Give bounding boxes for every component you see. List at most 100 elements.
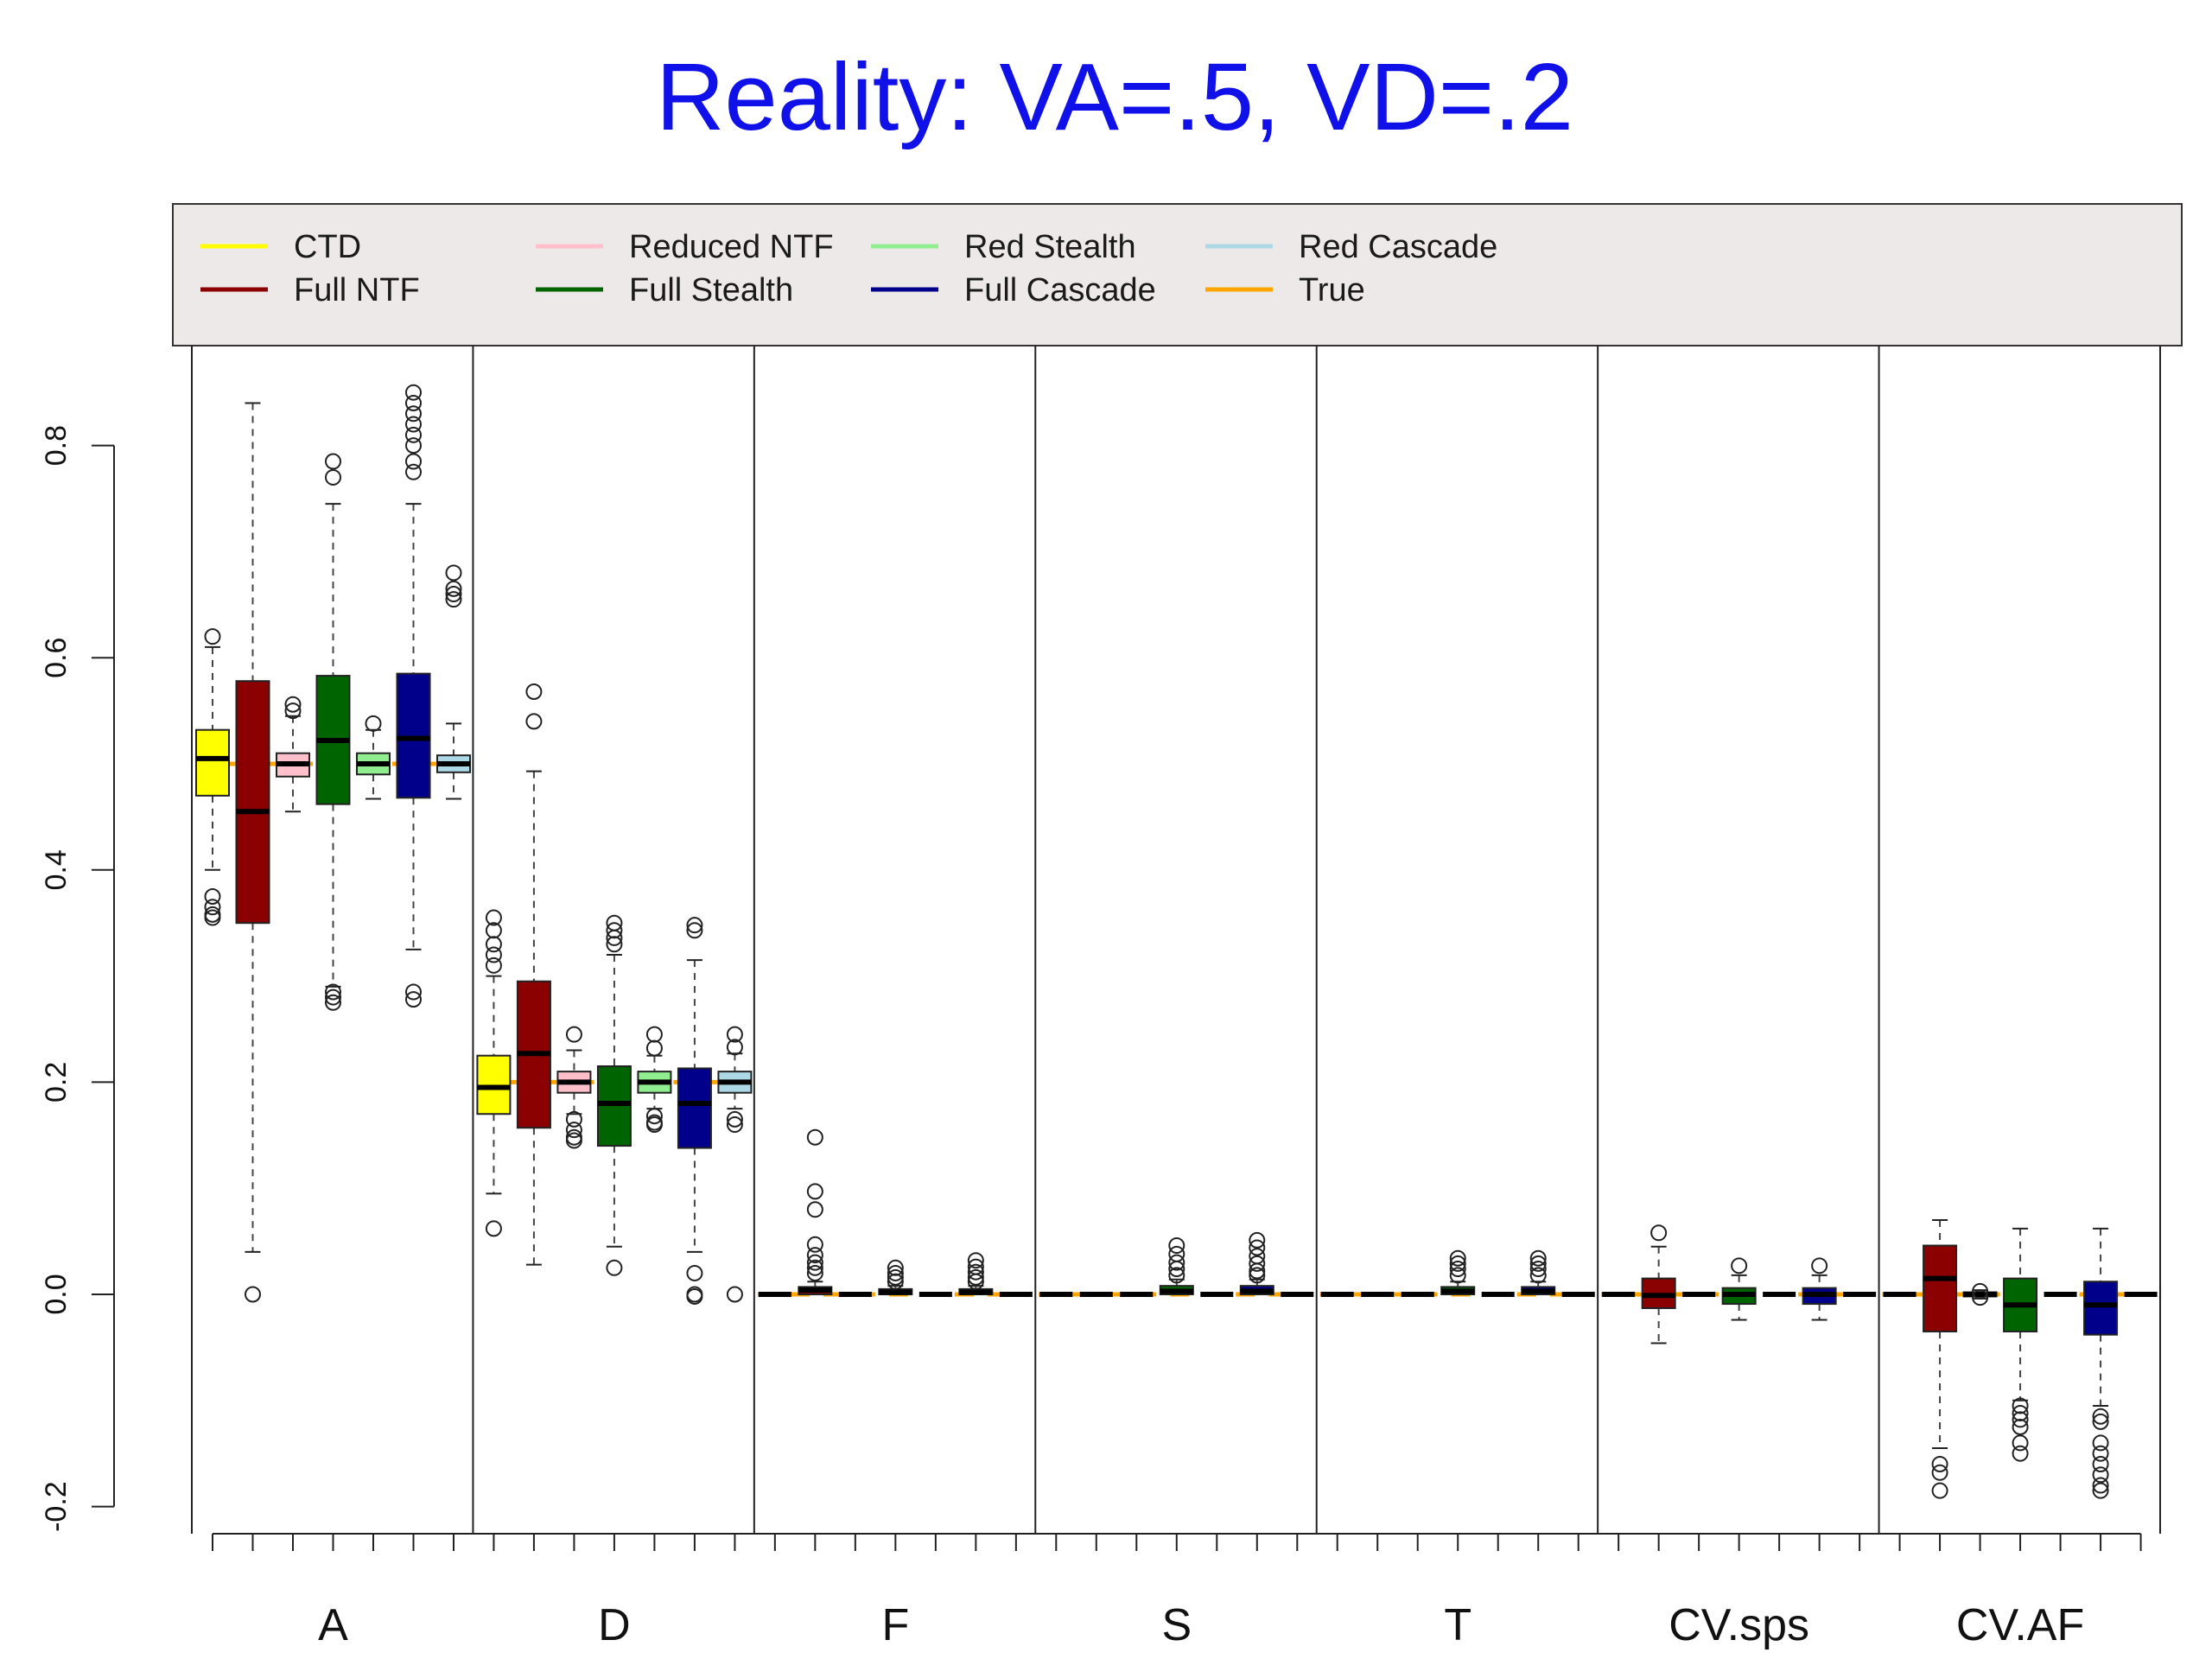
outlier-point bbox=[606, 1259, 623, 1276]
outlier-point bbox=[2092, 1466, 2109, 1484]
box-full-ntf bbox=[1923, 1219, 1958, 1499]
outlier-point bbox=[2092, 1413, 2109, 1430]
outlier-point bbox=[2092, 1482, 2109, 1499]
outlier-point bbox=[686, 1264, 703, 1281]
outlier-point bbox=[405, 384, 422, 401]
outlier-point bbox=[1249, 1239, 1266, 1256]
outlier-point bbox=[887, 1259, 904, 1276]
outlier-point bbox=[204, 899, 221, 916]
outlier-point bbox=[284, 702, 302, 720]
outlier-point bbox=[1811, 1257, 1828, 1274]
outlier-point bbox=[1529, 1261, 1547, 1278]
legend-label: CTD bbox=[294, 229, 361, 265]
outlier-point bbox=[445, 580, 462, 597]
box-body bbox=[1923, 1244, 1958, 1332]
box-reduced-ntf bbox=[1962, 1282, 1998, 1306]
outlier-point bbox=[565, 1132, 582, 1149]
legend-label: Reduced NTF bbox=[629, 229, 834, 265]
legend-label: Red Stealth bbox=[964, 229, 1136, 265]
outlier-point bbox=[806, 1264, 823, 1281]
box-full-stealth bbox=[596, 914, 632, 1276]
box-full-cascade bbox=[396, 384, 431, 1008]
outlier-point bbox=[325, 994, 341, 1011]
outlier-point bbox=[806, 1201, 823, 1218]
outlier-point bbox=[645, 1039, 663, 1057]
box-full-stealth bbox=[1440, 1249, 1476, 1296]
outlier-point bbox=[485, 922, 502, 939]
outlier-point bbox=[606, 929, 623, 946]
outlier-point bbox=[2012, 1411, 2029, 1428]
true-value-line bbox=[195, 761, 2157, 1297]
outlier-point bbox=[726, 1286, 743, 1303]
outlier-point bbox=[485, 909, 502, 926]
outlier-point bbox=[1650, 1224, 1668, 1242]
outlier-point bbox=[365, 715, 382, 732]
legend-label: Full Stealth bbox=[629, 272, 793, 308]
box-full-stealth bbox=[878, 1259, 913, 1295]
box-full-stealth bbox=[2003, 1227, 2038, 1462]
outlier-point bbox=[645, 1116, 663, 1134]
outlier-point bbox=[445, 591, 462, 608]
outlier-point bbox=[806, 1259, 823, 1276]
legend-label: Full Cascade bbox=[964, 272, 1156, 308]
outlier-point bbox=[726, 1026, 743, 1043]
outlier-point bbox=[204, 628, 221, 645]
outlier-point bbox=[1249, 1231, 1266, 1249]
outlier-point bbox=[445, 564, 462, 582]
outlier-point bbox=[565, 1026, 582, 1043]
outlier-point bbox=[1168, 1245, 1185, 1262]
outlier-point bbox=[485, 1220, 502, 1237]
box-full-cascade bbox=[1239, 1231, 1274, 1296]
box-ctd bbox=[195, 628, 230, 926]
legend: CTD Full NTF Reduced NTF Full Stealth Red St… bbox=[172, 203, 2183, 346]
x-axis: A D F S T CV.sps CV.AF bbox=[212, 1533, 2142, 1650]
outlier-point bbox=[1449, 1261, 1466, 1278]
y-tick-label: 0.0 bbox=[40, 1274, 73, 1314]
box-full-ntf bbox=[516, 683, 551, 1266]
outlier-point bbox=[967, 1263, 984, 1281]
box-full-cascade bbox=[677, 917, 712, 1305]
box-reduced-ntf bbox=[276, 696, 310, 813]
outlier-point bbox=[405, 426, 422, 443]
outlier-point bbox=[245, 1286, 261, 1303]
outlier-point bbox=[2092, 1408, 2109, 1425]
y-tick-label: 0.4 bbox=[40, 849, 73, 890]
outlier-point bbox=[806, 1247, 823, 1264]
x-group-label: A bbox=[318, 1600, 348, 1650]
outlier-point bbox=[485, 946, 502, 963]
outlier-point bbox=[2012, 1445, 2029, 1462]
outlier-point bbox=[887, 1268, 904, 1286]
box-full-ntf bbox=[1641, 1224, 1676, 1344]
box-ctd bbox=[476, 909, 512, 1237]
outlier-point bbox=[1449, 1249, 1466, 1267]
outlier-point bbox=[525, 713, 543, 730]
y-tick-label: 0.6 bbox=[40, 638, 73, 678]
outlier-point bbox=[204, 909, 221, 926]
outlier-point bbox=[1168, 1261, 1185, 1278]
legend-label: True bbox=[1299, 272, 1365, 308]
outlier-point bbox=[686, 1287, 703, 1305]
outlier-point bbox=[1731, 1257, 1748, 1274]
outlier-point bbox=[405, 437, 422, 454]
outlier-point bbox=[726, 1110, 743, 1128]
outlier-point bbox=[887, 1273, 904, 1290]
outlier-point bbox=[565, 1110, 582, 1128]
outlier-point bbox=[405, 991, 422, 1008]
outlier-point bbox=[2092, 1477, 2109, 1494]
outlier-point bbox=[405, 416, 422, 433]
x-group-label: CV.AF bbox=[1956, 1600, 2084, 1650]
box-full-cascade bbox=[1802, 1257, 1837, 1321]
outlier-point bbox=[485, 936, 502, 953]
y-tick-label: 0.8 bbox=[40, 425, 73, 466]
box-full-cascade bbox=[958, 1252, 994, 1295]
y-tick-label: -0.2 bbox=[40, 1481, 73, 1532]
outlier-point bbox=[1249, 1262, 1266, 1280]
outlier-point bbox=[726, 1116, 743, 1134]
outlier-point bbox=[1931, 1464, 1948, 1481]
outlier-point bbox=[445, 586, 462, 603]
box-reduced-ntf bbox=[556, 1026, 592, 1149]
box-full-cascade bbox=[2083, 1227, 2119, 1499]
outlier-point bbox=[686, 922, 703, 939]
box-red-cascade bbox=[717, 1026, 753, 1303]
